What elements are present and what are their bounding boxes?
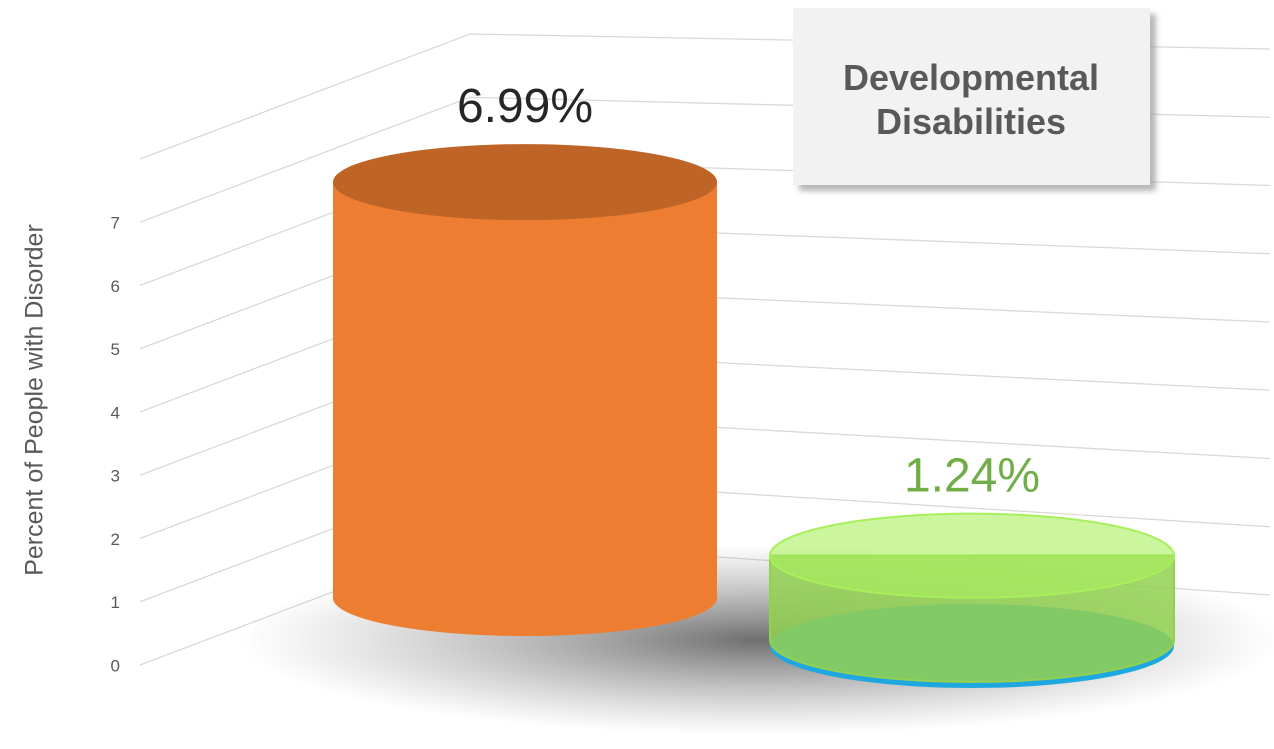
y-tick-label: 5 (111, 340, 120, 359)
y-tick-label: 0 (111, 656, 120, 675)
y-tick-label: 2 (111, 530, 120, 549)
value-label: 1.24% (904, 449, 1040, 502)
bar (333, 182, 717, 636)
y-tick-label: 3 (111, 467, 120, 486)
value-label: 6.99% (457, 80, 593, 133)
bar-top (333, 144, 717, 221)
chart-title: Developmental Disabilities (843, 57, 1099, 142)
title-box (793, 8, 1150, 185)
y-tick-label: 6 (111, 277, 120, 296)
bars: 6.99% 1.24% (333, 80, 1175, 688)
y-tick-label: 4 (111, 403, 120, 422)
y-tick-label: 1 (111, 593, 120, 612)
y-tick-label: 7 (111, 214, 120, 233)
bar-top (769, 512, 1175, 599)
y-axis-label: Percent of People with Disorder (21, 224, 49, 576)
